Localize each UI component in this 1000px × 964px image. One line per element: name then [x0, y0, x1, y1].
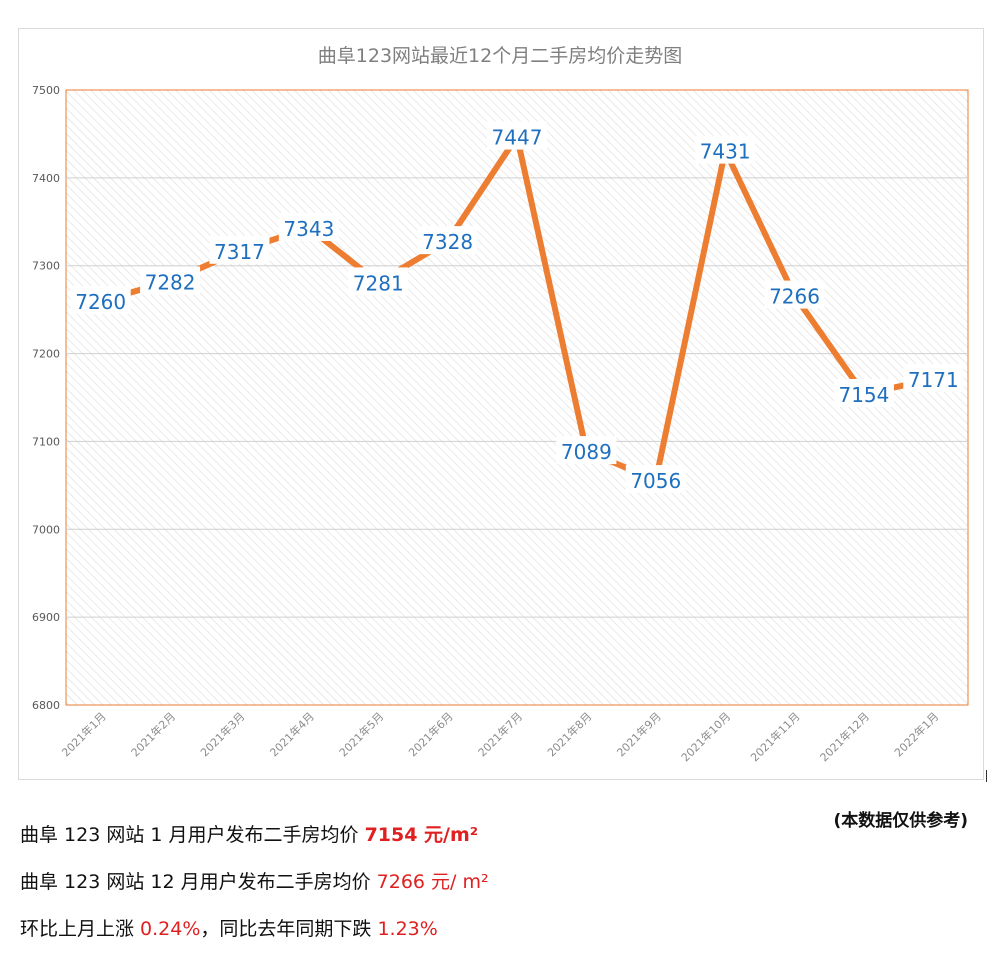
data-label: 7317: [209, 235, 270, 264]
data-label: 7328: [417, 226, 478, 255]
data-label: 7343: [278, 212, 339, 241]
data-label: 7056: [625, 465, 686, 494]
data-label-box: [278, 212, 339, 241]
data-label-text: 7266: [769, 285, 820, 309]
plot-area: [65, 89, 969, 706]
caption-line-1: 曲阜 123 网站 1 月用户发布二手房均价 7154 元/m²: [20, 820, 478, 847]
data-label-box: [348, 267, 409, 296]
x-tick-label: 2021年2月: [128, 709, 178, 759]
data-label-box: [556, 436, 617, 465]
caption-line-2: 曲阜 123 网站 12 月用户发布二手房均价 7266 元/ m²: [20, 867, 489, 894]
chart-title: 曲阜123网站最近12个月二手房均价走势图: [318, 45, 682, 67]
caption-3-part1: 环比上月上涨: [20, 918, 141, 940]
data-label-box: [417, 226, 478, 255]
y-tick-label: 6900: [32, 611, 60, 624]
data-label-text: 7328: [422, 230, 473, 254]
data-label-text: 7317: [214, 240, 265, 264]
caption-2-value: 7266 元/ m²: [376, 871, 489, 893]
caption-3-fall: 1.23%: [377, 918, 438, 940]
y-tick-label: 7000: [32, 523, 60, 536]
data-label: 7447: [487, 121, 547, 150]
disclaimer-text: (本数据仅供参考): [833, 811, 968, 831]
data-label-box: [625, 465, 686, 494]
data-label: 7089: [556, 436, 617, 465]
y-tick-label: 6800: [32, 699, 60, 712]
data-label-box: [903, 364, 964, 393]
data-label-text: 7260: [75, 290, 126, 314]
data-label-text: 7447: [492, 126, 543, 150]
y-tick-label: 7400: [32, 172, 60, 185]
data-label: 7260: [70, 285, 131, 314]
x-tick-label: 2021年8月: [544, 709, 594, 759]
data-label-text: 7343: [283, 217, 334, 241]
data-label: 7431: [695, 135, 756, 164]
data-label-box: [140, 266, 201, 295]
data-label: 7154: [833, 378, 894, 407]
data-label: 7282: [140, 266, 201, 295]
x-tick-label: 2021年9月: [614, 709, 664, 759]
caption-line-3: 环比上月上涨 0.24%，同比去年同期下跌 1.23%: [20, 914, 438, 941]
x-tick-label: 2021年6月: [406, 709, 456, 759]
x-tick-label: 2021年1月: [59, 709, 109, 759]
data-label-text: 7089: [561, 440, 612, 464]
x-tick-label: 2021年4月: [267, 709, 317, 759]
x-tick-label: 2021年3月: [197, 709, 247, 759]
caption-2-prefix: 曲阜 123 网站 12 月用户发布二手房均价: [20, 871, 377, 893]
line-chart: 曲阜123网站最近12个月二手房均价走势图 6800 6900 7000 7100 72…: [32, 45, 969, 764]
data-label-text: 7171: [908, 368, 959, 392]
caption-3-rise: 0.24%: [140, 918, 201, 940]
x-tick-label: 2022年1月: [891, 709, 941, 759]
x-tick-label: 2021年7月: [475, 709, 525, 759]
data-label-text: 7281: [353, 271, 404, 295]
caption-1-value: 7154 元/m²: [364, 824, 479, 846]
data-label: 7171: [903, 364, 964, 393]
data-label: 7266: [764, 280, 825, 309]
y-tick-label: 7100: [32, 435, 60, 448]
data-label-text: 7056: [630, 469, 681, 493]
data-label-box: [70, 285, 131, 314]
data-label-box: [487, 121, 547, 150]
x-tick-label: 2021年10月: [678, 709, 733, 764]
data-label-box: [695, 135, 756, 164]
y-tick-label: 7300: [32, 260, 60, 273]
x-tick-label: 2021年5月: [336, 709, 386, 759]
data-label-text: 7154: [838, 383, 889, 407]
y-tick-label: 7500: [32, 84, 60, 97]
x-tick-label: 2021年11月: [748, 709, 803, 764]
data-label-box: [833, 378, 894, 407]
data-label-box: [209, 235, 270, 264]
caption-3-part2: ，同比去年同期下跌: [200, 918, 378, 940]
x-tick-label: 2021年12月: [817, 709, 872, 764]
data-label-text: 7431: [700, 140, 751, 164]
data-label-text: 7282: [145, 271, 196, 295]
caption-1-prefix: 曲阜 123 网站 1 月用户发布二手房均价: [20, 824, 365, 846]
data-label: 7281: [348, 267, 409, 296]
data-label-box: [764, 280, 825, 309]
y-tick-label: 7200: [32, 348, 60, 361]
edge-mark: [986, 770, 987, 782]
